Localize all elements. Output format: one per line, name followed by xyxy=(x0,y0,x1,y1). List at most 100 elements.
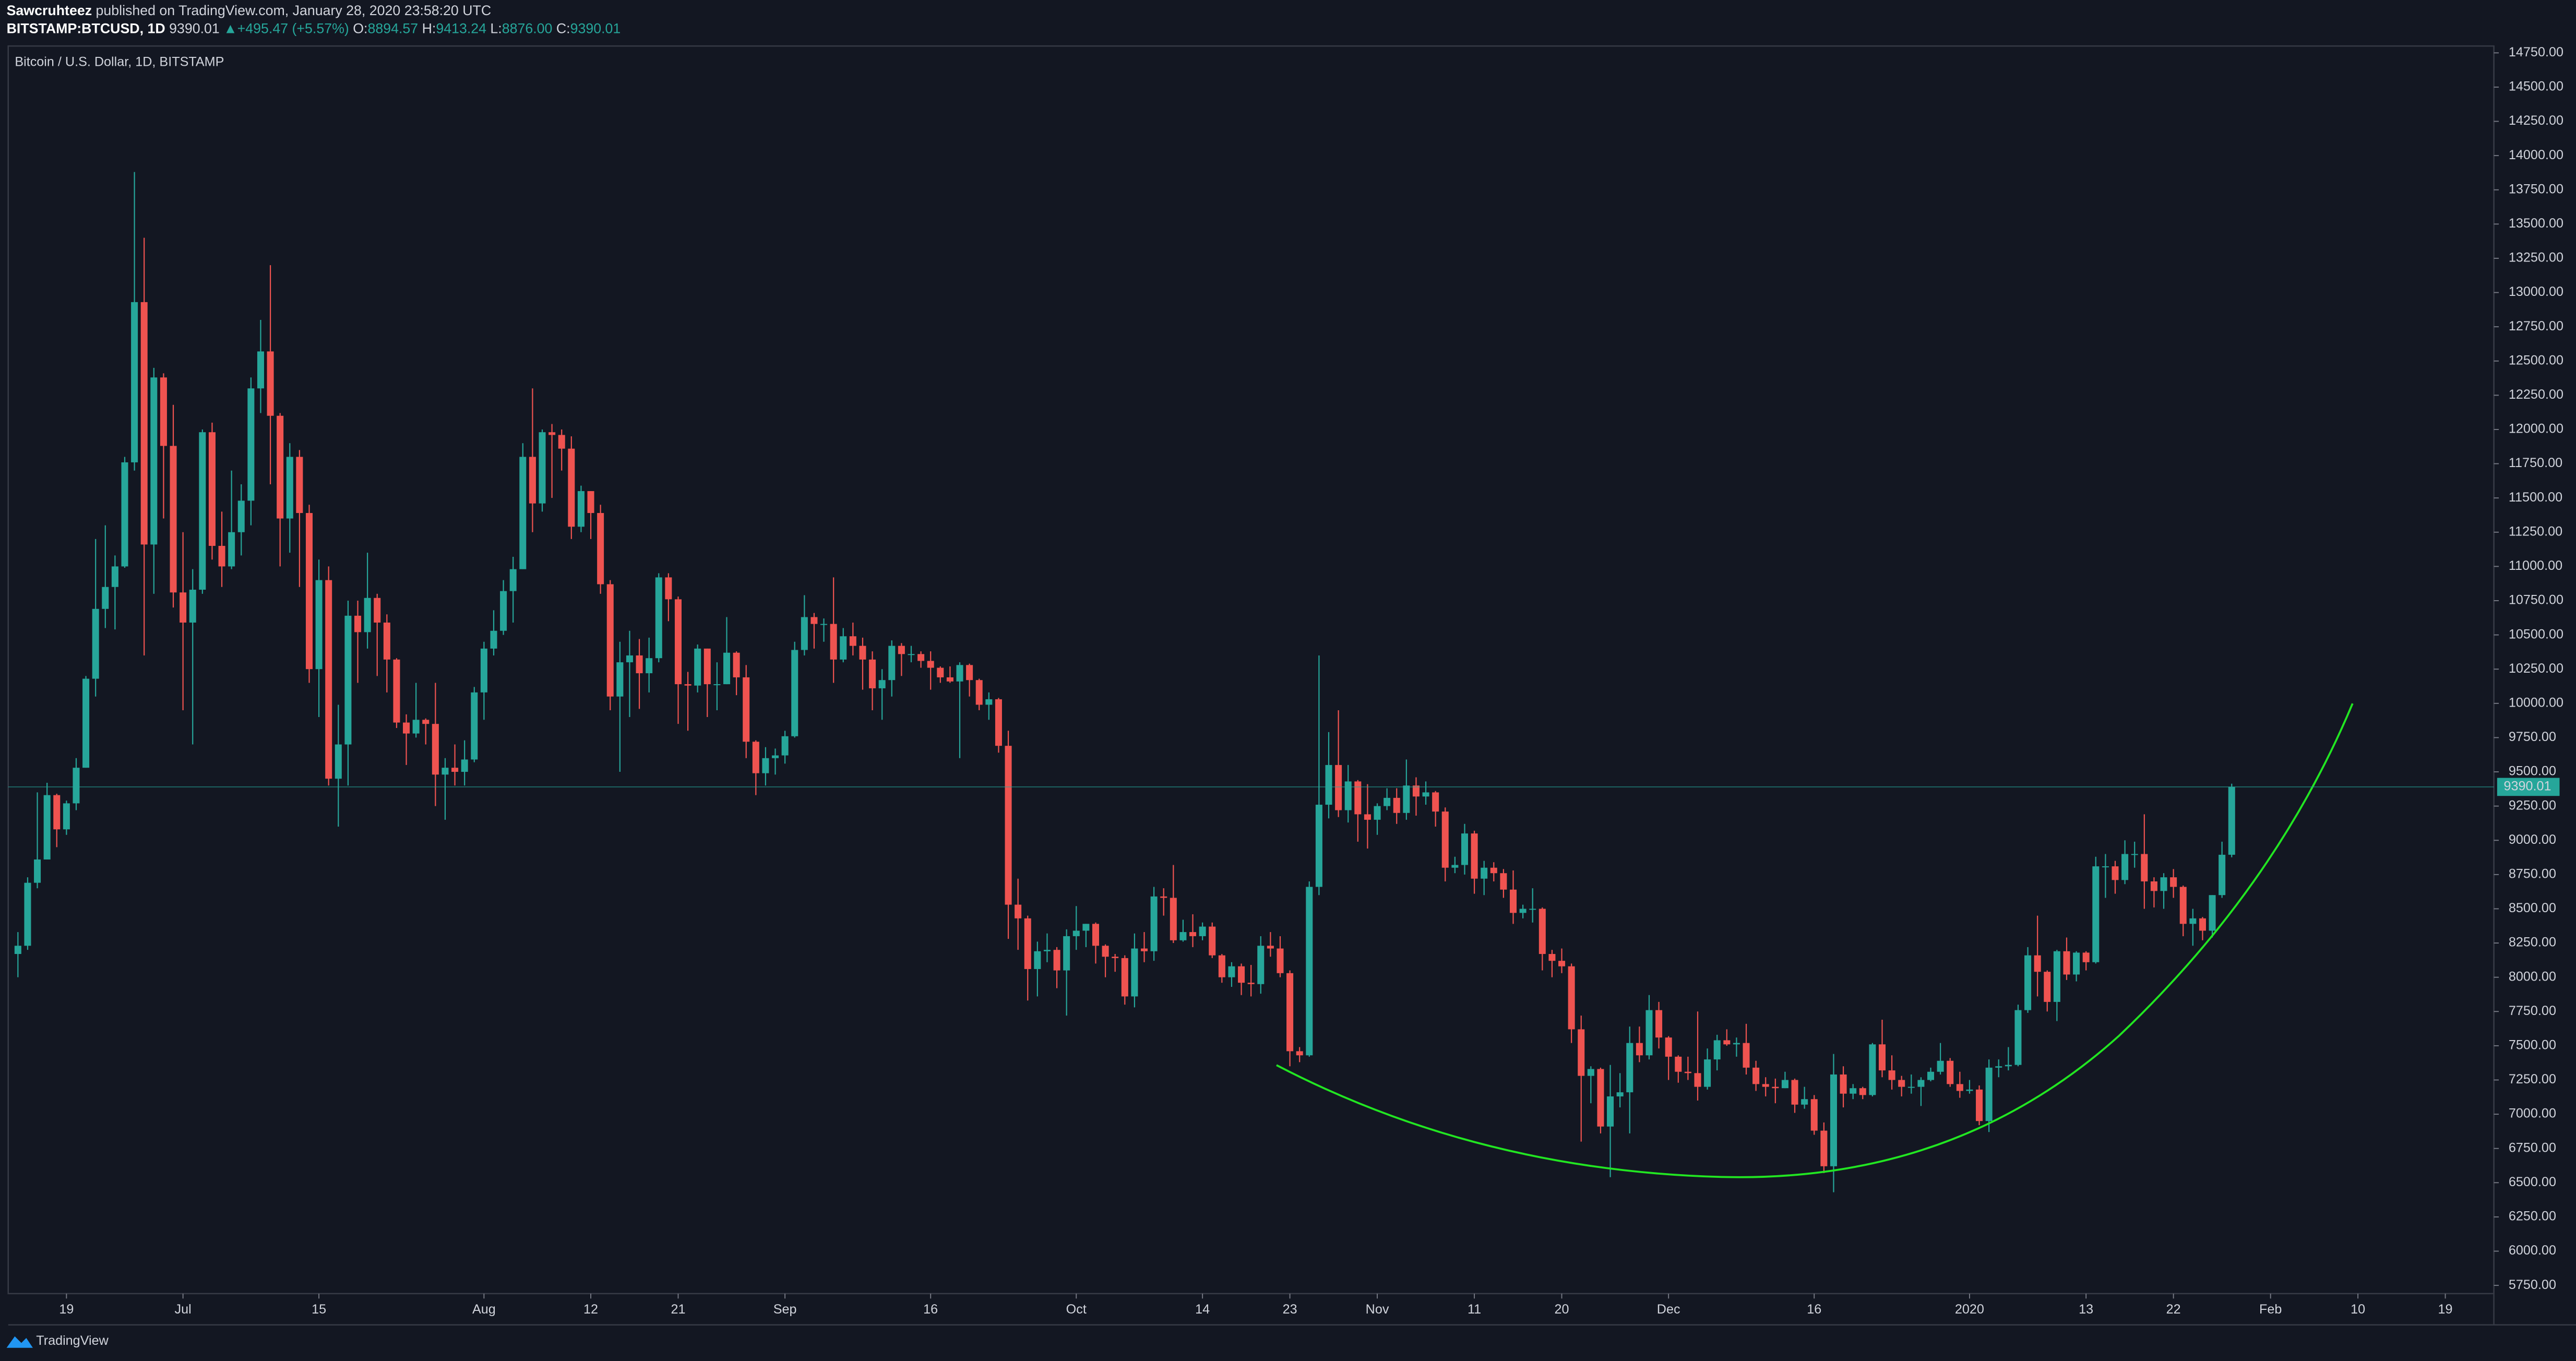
candle-body xyxy=(335,744,342,779)
candle-body xyxy=(597,513,604,584)
candle-body xyxy=(189,590,196,623)
candle-body xyxy=(1723,1040,1731,1045)
candle-body xyxy=(568,448,575,527)
candle-body xyxy=(102,587,109,609)
last-price-label: 9390.01 xyxy=(2503,779,2551,794)
brand: TradingView xyxy=(36,1333,109,1348)
candle-body xyxy=(1878,1044,1886,1071)
x-tick-label: 23 xyxy=(1283,1302,1297,1317)
y-tick-label: 14500.00 xyxy=(2509,79,2563,94)
candle-body xyxy=(403,722,410,734)
candle-body xyxy=(1578,1029,1585,1076)
candle-body xyxy=(305,513,313,670)
candle-body xyxy=(917,654,925,661)
candle-body xyxy=(354,615,362,632)
candle-body xyxy=(82,678,90,768)
y-tick-label: 10250.00 xyxy=(2509,661,2563,676)
candle-body xyxy=(1956,1084,1963,1091)
candle-body xyxy=(1859,1088,1866,1095)
author: Sawcruhteez xyxy=(7,3,92,18)
candle-body xyxy=(2121,854,2129,880)
candle-body xyxy=(1762,1084,1769,1087)
candle-body xyxy=(956,665,963,682)
y-tick-label: 11500.00 xyxy=(2509,490,2562,505)
x-tick-label: 15 xyxy=(312,1302,326,1317)
candle-body xyxy=(218,546,225,567)
chart-title: Bitcoin / U.S. Dollar, 1D, BITSTAMP xyxy=(15,54,224,69)
candle-body xyxy=(24,882,31,946)
candle-body xyxy=(1209,926,1216,956)
candle-body xyxy=(1228,966,1235,977)
ohlc-label: L: xyxy=(490,21,502,37)
candle-body xyxy=(810,617,818,624)
candle-body xyxy=(1869,1044,1876,1095)
candle-body xyxy=(694,648,701,686)
candle-body xyxy=(92,608,99,679)
candle-body xyxy=(2219,854,2226,896)
candle-body xyxy=(393,659,400,723)
candle-body xyxy=(422,720,430,724)
y-tick-label: 7000.00 xyxy=(2509,1106,2556,1121)
x-tick-label: Feb xyxy=(2259,1302,2282,1317)
published: published on TradingView.com, January 28… xyxy=(96,3,492,18)
candle-body xyxy=(374,598,381,623)
candle-body xyxy=(2092,866,2100,962)
y-tick-label: 9000.00 xyxy=(2509,832,2556,847)
candle-body xyxy=(1422,792,1429,797)
candle-body xyxy=(160,377,167,446)
candle-body xyxy=(908,654,915,655)
y-tick-label: 12250.00 xyxy=(2509,387,2563,402)
candle-body xyxy=(1034,951,1041,969)
y-tick-label: 9500.00 xyxy=(2509,764,2556,779)
candle-body xyxy=(1810,1099,1818,1131)
candle-body xyxy=(14,946,21,954)
candle-body xyxy=(1490,867,1497,874)
candle-body xyxy=(1927,1071,1935,1080)
candle-body xyxy=(772,755,779,758)
candle-body xyxy=(646,658,653,674)
candle-body xyxy=(966,665,973,680)
y-tick-label: 6500.00 xyxy=(2509,1175,2556,1189)
candle-body xyxy=(1015,904,1022,918)
candle-body xyxy=(2141,854,2148,881)
candle-body xyxy=(237,500,245,532)
candle-body xyxy=(985,699,993,705)
candle-body xyxy=(1558,961,1566,966)
candle-body xyxy=(2053,951,2060,1002)
candle-body xyxy=(1150,896,1158,951)
y-tick-label: 7250.00 xyxy=(2509,1072,2556,1087)
y-tick-label: 5750.00 xyxy=(2509,1278,2556,1292)
candle-body xyxy=(1684,1071,1691,1073)
candle-body xyxy=(1713,1040,1721,1060)
candle-body xyxy=(1597,1069,1604,1127)
candle-body xyxy=(432,724,439,775)
x-tick-label: 11 xyxy=(1468,1302,1481,1317)
candle-body xyxy=(1102,946,1109,957)
candle-body xyxy=(539,432,546,504)
x-tick-label: Oct xyxy=(1066,1302,1087,1317)
candle-body xyxy=(325,580,332,779)
candle-body xyxy=(1315,805,1322,887)
change: +495.47 (+5.57%) xyxy=(237,21,349,37)
ohlc-label: H: xyxy=(422,21,436,37)
candle-body xyxy=(1587,1069,1594,1076)
candle-body xyxy=(1888,1070,1895,1080)
candle-body xyxy=(43,795,51,859)
y-tick-label: 8500.00 xyxy=(2509,901,2556,915)
candle-body xyxy=(1985,1067,1993,1121)
candle-body xyxy=(830,624,837,660)
candle-body xyxy=(1995,1066,2002,1068)
candle-body xyxy=(1121,958,1128,997)
candle-body xyxy=(1898,1080,1905,1087)
candle-body xyxy=(296,457,303,514)
candle-body xyxy=(752,742,759,773)
candle-body xyxy=(1636,1043,1643,1056)
candle-body xyxy=(461,759,468,772)
candle-body xyxy=(1976,1089,1983,1121)
candle-body xyxy=(1043,950,1051,951)
candle-body xyxy=(840,636,847,660)
candle-body xyxy=(1509,889,1517,913)
